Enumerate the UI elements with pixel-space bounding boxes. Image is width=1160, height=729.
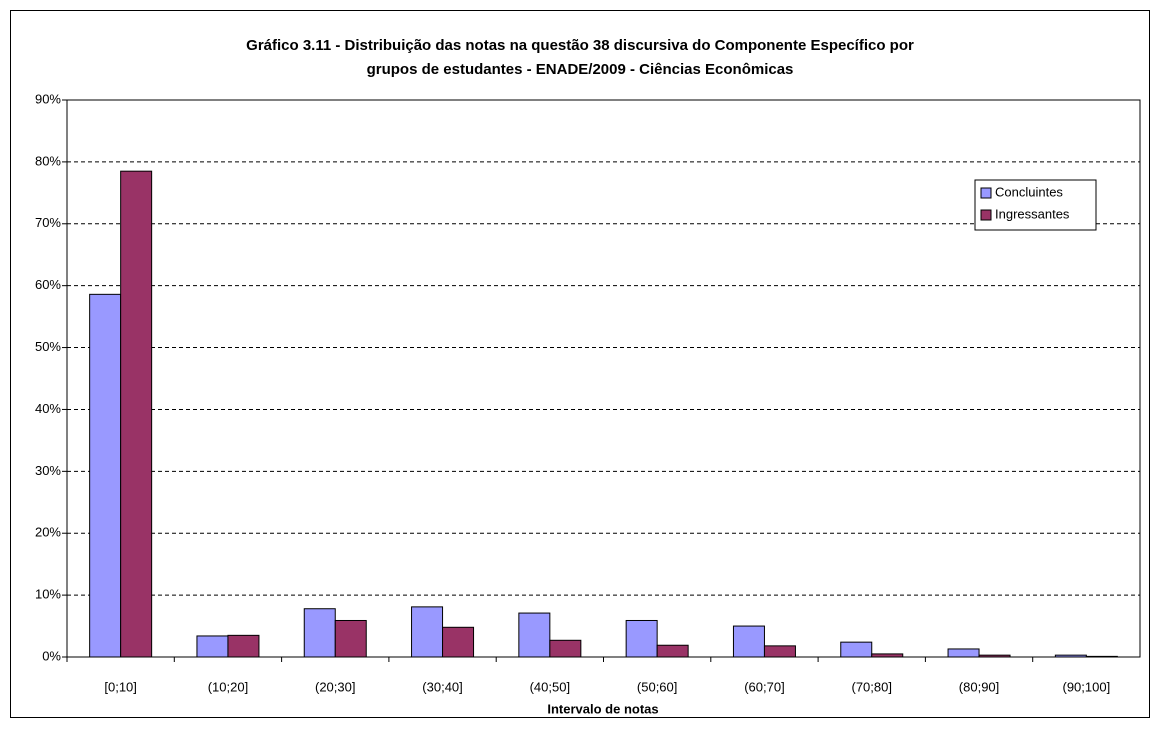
bar — [656, 644, 689, 658]
y-tick-label: 80% — [35, 153, 61, 168]
bar — [411, 606, 444, 658]
bar — [947, 648, 980, 658]
y-tick-label: 30% — [35, 463, 61, 478]
y-tick-label: 20% — [35, 525, 61, 540]
y-tick-label: 0% — [42, 648, 61, 663]
x-tick-label: (20;30] — [315, 679, 355, 694]
y-tick-label: 40% — [35, 401, 61, 416]
bar — [334, 619, 367, 658]
bar — [978, 654, 1011, 658]
bar — [442, 626, 475, 658]
legend-label: Ingressantes — [995, 206, 1070, 221]
x-tick-label: [0;10] — [104, 679, 137, 694]
bar — [732, 625, 765, 658]
x-tick-label: (70;80] — [852, 679, 892, 694]
bar — [549, 639, 582, 658]
chart-border — [10, 10, 1150, 718]
bar — [303, 608, 336, 658]
chart-title: Gráfico 3.11 - Distribuição das notas na… — [246, 37, 914, 54]
bar — [196, 635, 229, 658]
y-tick-label: 70% — [35, 215, 61, 230]
x-tick-label: (60;70] — [744, 679, 784, 694]
bar — [518, 612, 551, 658]
x-tick-label: (90;100] — [1062, 679, 1110, 694]
chart-title: grupos de estudantes - ENADE/2009 - Ciên… — [367, 61, 794, 78]
y-tick-label: 60% — [35, 277, 61, 292]
legend-swatch — [980, 187, 992, 199]
bar — [1054, 654, 1087, 658]
legend-box — [974, 179, 1097, 231]
bar — [89, 293, 122, 658]
bar — [625, 619, 658, 658]
y-tick-label: 50% — [35, 339, 61, 354]
y-tick-label: 10% — [35, 587, 61, 602]
x-tick-label: (50;60] — [637, 679, 677, 694]
bar — [227, 634, 260, 658]
legend-label: Concluintes — [995, 184, 1063, 199]
x-axis-label: Intervalo de notas — [547, 701, 658, 716]
legend-swatch — [980, 209, 992, 221]
x-tick-label: (80;90] — [959, 679, 999, 694]
bar — [763, 645, 796, 658]
bar — [1085, 655, 1118, 658]
x-tick-label: (40;50] — [530, 679, 570, 694]
bar — [871, 653, 904, 658]
y-tick-label: 90% — [35, 91, 61, 106]
bar — [840, 641, 873, 658]
bar — [120, 170, 153, 658]
x-tick-label: (10;20] — [208, 679, 248, 694]
x-tick-label: (30;40] — [422, 679, 462, 694]
